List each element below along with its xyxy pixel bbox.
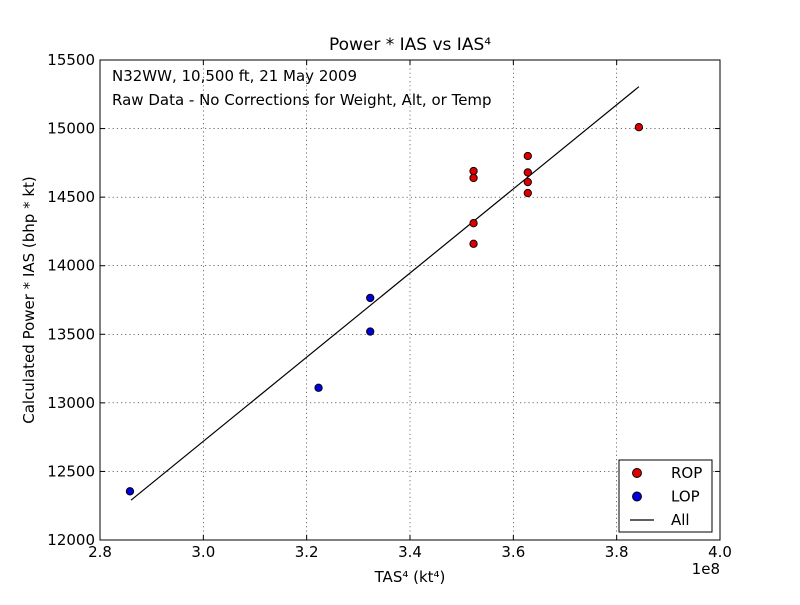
- x-tick-label: 2.8: [88, 543, 112, 561]
- x-tick-label: 4.0: [708, 543, 732, 561]
- legend-swatch-lop: [632, 491, 642, 502]
- data-point-rop: [469, 173, 478, 183]
- data-point-rop: [634, 123, 644, 132]
- y-tick-label: 13000: [47, 394, 95, 412]
- y-tick-label: 13500: [47, 325, 95, 343]
- y-tick-label: 15500: [47, 51, 95, 69]
- data-point-rop: [469, 219, 478, 228]
- legend-label-lop: LOP: [671, 488, 700, 506]
- annotation-line-2: Raw Data - No Corrections for Weight, Al…: [112, 91, 492, 109]
- x-tick-label: 3.0: [191, 543, 215, 561]
- y-tick-label: 14500: [47, 188, 95, 206]
- x-tick-label: 3.4: [398, 543, 422, 561]
- data-point-rop: [523, 188, 532, 198]
- legend: ROP LOP All: [618, 459, 713, 533]
- x-axis-offset-label: 1e8: [692, 560, 720, 578]
- data-point-lop: [314, 383, 323, 392]
- legend-swatch-rop: [632, 468, 642, 478]
- x-tick-label: 3.2: [295, 543, 319, 561]
- grid-lines: [100, 60, 720, 540]
- y-tick-label: 14000: [47, 257, 95, 275]
- x-tick-label: 3.6: [501, 543, 525, 561]
- fit-lines: [130, 86, 640, 501]
- data-point-rop: [523, 177, 532, 187]
- data-points: [125, 123, 644, 496]
- series-line-all: [130, 86, 640, 501]
- data-point-rop: [523, 151, 532, 161]
- legend-label-all: All: [671, 511, 690, 529]
- x-axis-ticks: 2.8 3.0 3.2 3.4 3.6 3.8 4.0: [88, 60, 732, 561]
- chart-title: Power * IAS vs IAS⁴: [329, 35, 491, 55]
- y-tick-label: 15000: [47, 120, 95, 138]
- annotation-line-1: N32WW, 10,500 ft, 21 May 2009: [112, 67, 357, 85]
- x-axis-label: TAS⁴ (kt⁴): [374, 568, 446, 586]
- y-tick-label: 12000: [47, 531, 95, 549]
- data-point-rop: [469, 166, 478, 176]
- data-point-lop: [366, 293, 375, 303]
- data-point-rop: [523, 168, 532, 177]
- x-tick-label: 3.8: [605, 543, 629, 561]
- y-tick-label: 12500: [47, 462, 95, 480]
- data-point-rop: [469, 239, 478, 248]
- y-axis-ticks: 12000 12500 13000 13500 14000 14500 15000 15500: [47, 51, 720, 549]
- data-point-lop: [366, 327, 375, 336]
- legend-label-rop: ROP: [671, 464, 702, 482]
- y-axis-label: Calculated Power * IAS (bhp * kt): [20, 176, 38, 424]
- data-point-lop: [125, 487, 135, 496]
